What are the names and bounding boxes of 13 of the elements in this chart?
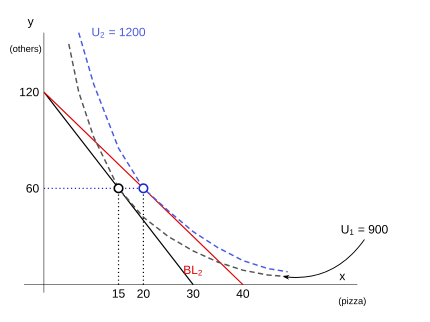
x-axis-title: x	[339, 274, 346, 280]
x-tick-label: 30	[186, 289, 200, 298]
text: (pizza)	[338, 297, 366, 306]
x-tick-label: 20	[137, 289, 150, 298]
annotation: U$_{2}$ = 1200	[92, 28, 146, 38]
x-tick-label: 15	[112, 289, 125, 298]
y-tick-label: 60	[26, 184, 39, 193]
y-tick-label: 120	[20, 88, 39, 96]
annotation: U$_{1}$ = 900	[342, 225, 388, 235]
x-tick-label: 40	[236, 289, 250, 298]
annotation: (others)	[10, 45, 42, 54]
y-axis-title: y	[28, 19, 34, 28]
annotation: BL$_{2}$	[184, 266, 202, 276]
